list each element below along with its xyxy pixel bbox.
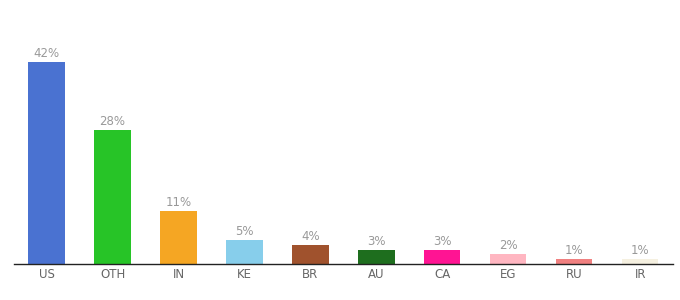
Text: 3%: 3% — [367, 235, 386, 248]
Text: 42%: 42% — [33, 47, 60, 61]
Bar — [622, 259, 658, 264]
Bar — [95, 130, 131, 264]
Text: 11%: 11% — [165, 196, 192, 209]
Bar — [358, 250, 394, 264]
Text: 3%: 3% — [433, 235, 452, 248]
Text: 2%: 2% — [499, 239, 517, 253]
Bar — [160, 211, 197, 264]
Text: 5%: 5% — [235, 225, 254, 238]
Bar — [29, 62, 65, 264]
Bar — [226, 240, 262, 264]
Text: 1%: 1% — [565, 244, 583, 257]
Text: 4%: 4% — [301, 230, 320, 243]
Text: 28%: 28% — [99, 115, 126, 128]
Bar — [424, 250, 460, 264]
Bar — [292, 245, 328, 264]
Bar — [556, 259, 592, 264]
Bar — [490, 254, 526, 264]
Text: 1%: 1% — [631, 244, 649, 257]
